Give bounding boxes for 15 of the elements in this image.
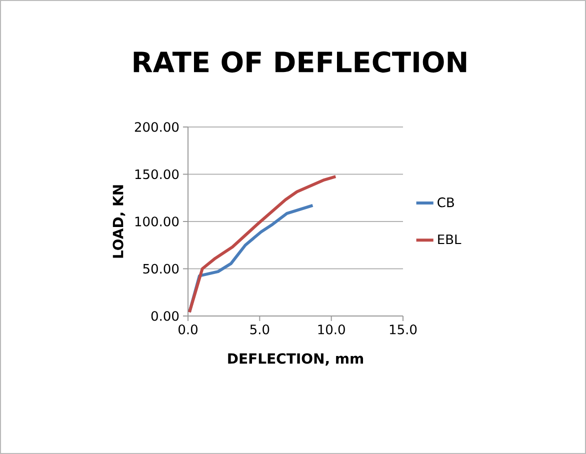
y-tick-label: 0.00: [151, 311, 179, 321]
legend-label: EBL: [438, 234, 462, 244]
y-tick-label: 50.00: [143, 264, 179, 274]
legend-label: CB: [438, 197, 454, 208]
y-axis-title: LOAD, KN: [112, 185, 126, 258]
y-tick-label: 100.00: [135, 216, 179, 226]
y-tick-label: 150.00: [135, 169, 179, 180]
x-tick-label: 10.0: [318, 324, 345, 334]
x-tick-label: 15.0: [390, 324, 417, 334]
x-axis-title: DEFLECTION, mm: [228, 353, 364, 366]
line-series: [188, 175, 338, 314]
y-tick-label: 200.00: [134, 122, 179, 132]
x-tick-label: 5.0: [250, 324, 270, 334]
chart-title: RATE OF DEFLECTION: [134, 51, 466, 73]
x-tick-label: 0.0: [178, 324, 198, 334]
